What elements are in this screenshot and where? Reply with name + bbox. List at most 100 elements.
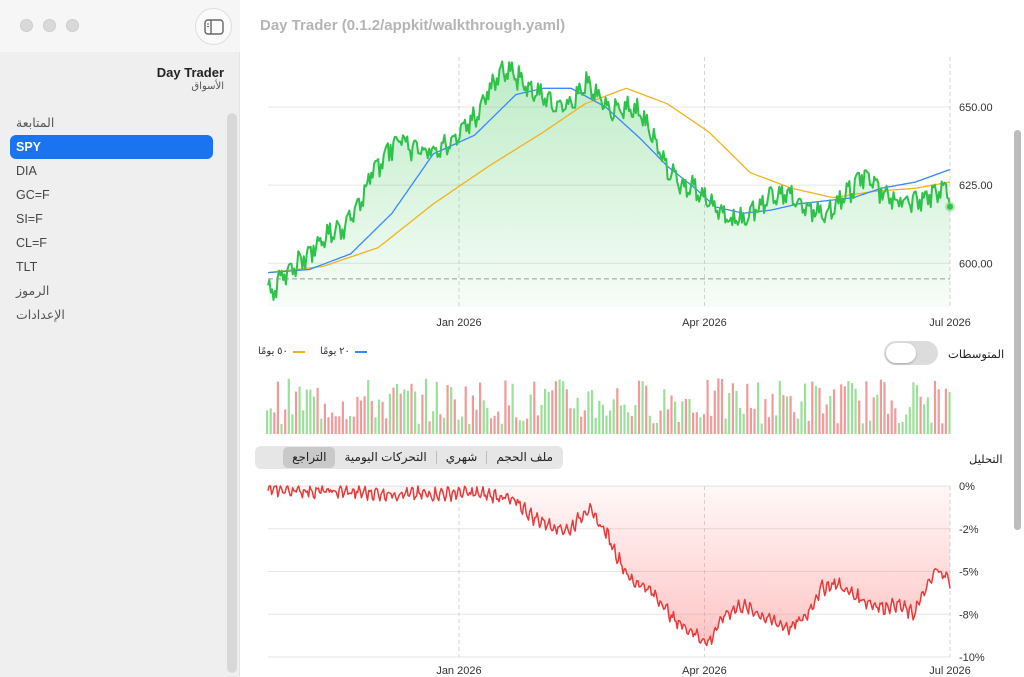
volume-bar <box>554 381 557 434</box>
volume-bar <box>731 383 734 434</box>
y-tick-label: -2% <box>959 524 979 536</box>
close-window-button[interactable] <box>20 19 33 32</box>
sidebar-section-0[interactable]: المتابعة <box>16 116 55 130</box>
volume-bar <box>627 412 630 434</box>
volume-bar <box>771 393 774 434</box>
volume-bar <box>374 417 377 434</box>
legend-ma50-label: ٥٠ يومًا <box>258 346 288 357</box>
volume-bar <box>695 412 698 434</box>
volume-bar <box>439 414 442 434</box>
volume-bar <box>331 412 334 434</box>
volume-bar <box>710 415 713 434</box>
volume-bar <box>825 404 828 434</box>
volume-bar <box>392 387 395 434</box>
sidebar-section-8[interactable]: الإعدادات <box>16 308 65 322</box>
volume-bar <box>370 400 373 434</box>
tab-volume-profile[interactable]: ملف الحجم <box>496 450 553 464</box>
volume-bar <box>601 404 604 434</box>
volume-bar <box>905 414 908 434</box>
sidebar-item-cl-f[interactable]: CL=F <box>16 236 47 250</box>
volume-bar <box>858 400 861 434</box>
volume-bar <box>287 378 290 434</box>
volume-bar <box>778 380 781 434</box>
volume-bar <box>681 401 684 434</box>
volume-bar <box>699 417 702 434</box>
volume-bar <box>619 405 622 434</box>
titlebar <box>0 0 240 52</box>
volume-bar <box>804 383 807 434</box>
volume-bar <box>583 410 586 434</box>
volume-bar <box>702 414 706 434</box>
volume-bar <box>349 415 352 434</box>
legend-ma50: ٥٠ يومًا <box>258 346 305 357</box>
sidebar-item-gc-f[interactable]: GC=F <box>16 188 50 202</box>
volume-bar <box>547 392 550 434</box>
volume-bar <box>406 390 409 434</box>
volume-bar <box>558 379 561 434</box>
volume-bar <box>526 418 529 434</box>
minimize-window-button[interactable] <box>43 19 56 32</box>
y-tick-label: -5% <box>959 567 979 579</box>
volume-bar <box>572 408 576 434</box>
volume-bar <box>450 387 453 434</box>
sidebar-item-spy[interactable]: SPY <box>10 135 213 159</box>
y-tick-label: -10% <box>959 652 985 664</box>
volume-bar <box>720 379 724 434</box>
sidebar-scrollbar[interactable] <box>227 113 237 673</box>
volume-bar <box>735 390 738 434</box>
volume-bar <box>320 418 323 434</box>
volume-bar <box>854 388 857 434</box>
tab-drawdown[interactable]: التراجع <box>283 447 336 468</box>
volume-bar <box>793 412 796 434</box>
volume-bar <box>529 394 532 434</box>
volume-bar <box>659 410 662 434</box>
volume-bar <box>641 381 644 434</box>
zoom-window-button[interactable] <box>66 19 79 32</box>
volume-bar <box>464 386 467 434</box>
volume-bar <box>273 412 276 434</box>
volume-bar <box>666 409 669 434</box>
volume-bar <box>497 411 500 434</box>
price-area <box>268 61 950 308</box>
averages-toggle[interactable] <box>884 341 938 365</box>
volume-bar <box>789 396 792 434</box>
x-tick-label: Jul 2026 <box>929 317 971 329</box>
sidebar-item-tlt[interactable]: TLT <box>16 260 38 274</box>
volume-bar <box>489 418 493 434</box>
volume-bar <box>605 415 608 434</box>
volume-bar <box>367 380 370 434</box>
volume-bar <box>334 416 337 434</box>
sidebar-section-7[interactable]: الرموز <box>16 284 50 298</box>
volume-bar <box>836 423 839 434</box>
sidebar-item-dia[interactable]: DIA <box>16 164 37 178</box>
volume-bar <box>764 399 767 434</box>
tab-monthly[interactable]: شهري <box>445 450 478 464</box>
volume-bar <box>442 417 446 434</box>
volume-bar <box>843 386 846 434</box>
sidebar-list: المتابعة SPY DIA GC=F SI=F CL=F TLT الرموز الإعد… <box>10 111 213 327</box>
volume-bar <box>655 422 659 434</box>
drawdown-line <box>267 485 951 647</box>
volume-bar <box>446 385 449 434</box>
toggle-sidebar-button[interactable] <box>195 8 232 45</box>
volume-bar <box>767 417 771 434</box>
sidebar-item-si-f[interactable]: SI=F <box>16 212 43 226</box>
volume-bar <box>775 415 778 434</box>
volume-bar <box>832 389 836 434</box>
drawdown-chart[interactable]: 0% -2% -5% -8% -10% Jan 2026 Apr 2026 Jul 2026 <box>240 476 1024 677</box>
volume-bar <box>294 391 298 434</box>
volume-bar <box>396 383 399 434</box>
volume-bar <box>511 383 514 434</box>
volume-bar <box>739 407 742 434</box>
volume-bar <box>298 386 301 434</box>
volume-bar <box>482 400 485 434</box>
price-chart[interactable]: 650.00 625.00 600.00 Jan 2026 Apr 2026 Jul 20… <box>240 52 1024 337</box>
analysis-segmented-control[interactable]: ملف الحجم شهري التحركات اليومية التراجع <box>255 446 563 469</box>
tab-daily-moves[interactable]: التحركات اليومية <box>344 450 427 464</box>
volume-bar <box>323 403 326 434</box>
legend-ma20-swatch <box>354 350 367 353</box>
volume-bar <box>518 420 521 434</box>
y-tick-label: 650.00 <box>959 102 993 114</box>
main-scrollbar[interactable] <box>1014 130 1021 530</box>
current-price-dot <box>947 203 953 210</box>
